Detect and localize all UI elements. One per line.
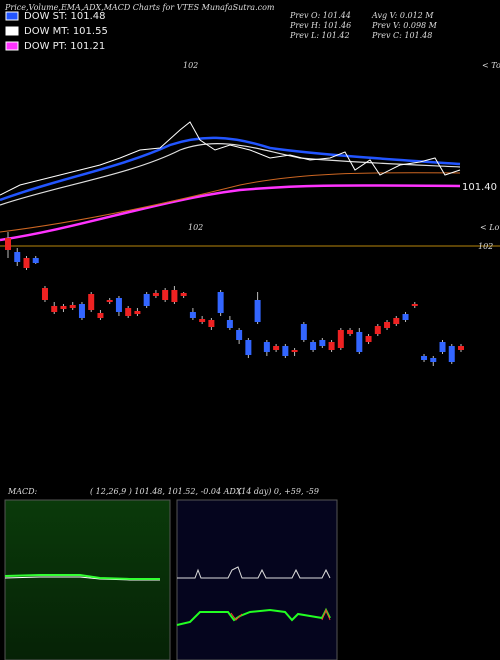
candle-body <box>162 290 169 300</box>
info-text: Prev O: 101.44 <box>289 11 351 20</box>
candle-body <box>430 358 437 362</box>
line-label: 101.40 <box>462 182 497 193</box>
legend-swatch <box>5 26 19 36</box>
legend-entry: DOW ST: 101.48 <box>24 11 106 22</box>
candle-body <box>106 300 113 302</box>
macd-signal <box>4 574 160 580</box>
tops-label: < Tops <box>482 61 500 70</box>
ema-mt <box>0 143 461 206</box>
candle-body <box>134 311 141 314</box>
ema-st <box>0 136 461 202</box>
macd-label: MACD: <box>7 487 38 496</box>
candle-body <box>411 304 418 306</box>
right-label: 102 <box>478 242 493 251</box>
adx-panel <box>176 499 338 660</box>
di-minus <box>230 608 331 621</box>
candle-body <box>458 346 464 350</box>
candle-body <box>171 290 178 302</box>
macd-text: ( 12,26,9 ) 101.48, 101.52, -0.04 ADX <box>90 487 242 496</box>
candle-body <box>180 293 187 296</box>
candle-body <box>245 340 252 355</box>
di-plus <box>176 607 331 626</box>
candle-body <box>347 330 354 334</box>
candle-body <box>448 346 455 362</box>
candle-body <box>14 252 21 262</box>
low-label: 102 <box>188 223 203 232</box>
info-text: Prev H: 101.46 <box>289 21 351 30</box>
chart-title: Price,Volume,EMA,ADX,MACD Charts for VTE… <box>4 3 275 12</box>
candle-body <box>337 330 344 348</box>
candle-body <box>402 314 409 320</box>
adx-line <box>177 566 331 579</box>
candle-body <box>217 292 224 313</box>
ema-long <box>0 172 461 233</box>
ema-pt <box>0 184 461 242</box>
candle-body <box>263 342 270 352</box>
legend-swatch <box>5 41 19 51</box>
candle-body <box>115 298 122 312</box>
candle-body <box>273 346 280 350</box>
candle-body <box>393 318 400 324</box>
candle-body <box>69 305 76 308</box>
adx-text: (14 day) 0, +59, -59 <box>238 487 319 496</box>
candle-body <box>356 332 363 352</box>
candle-body <box>328 342 335 350</box>
price-line <box>0 121 461 196</box>
candle-body <box>254 300 261 322</box>
candle-body <box>125 308 132 316</box>
candle-body <box>282 346 289 356</box>
candle-body <box>374 326 381 334</box>
legend-swatch <box>5 11 19 21</box>
candle-body <box>300 324 307 340</box>
candle-body <box>88 294 95 310</box>
candle-body <box>421 356 428 360</box>
candle-body <box>384 322 391 328</box>
info-text: Avg V: 0.012 M <box>371 11 434 20</box>
candle-body <box>226 320 233 328</box>
top-label: 102 <box>183 61 198 70</box>
legend-entry: DOW PT: 101.21 <box>24 41 105 52</box>
candle-body <box>23 258 30 268</box>
candle-body <box>5 238 11 250</box>
candle-body <box>143 294 150 306</box>
candle-body <box>60 306 67 309</box>
candle-body <box>236 330 243 340</box>
candle-body <box>365 336 372 342</box>
candle-body <box>32 258 39 263</box>
candle-body <box>439 342 446 352</box>
info-text: Prev L: 101.42 <box>289 31 350 40</box>
candle-body <box>51 306 58 312</box>
candle-body <box>41 288 48 300</box>
info-text: Prev C: 101.48 <box>371 31 432 40</box>
lows-label: < Lows <box>480 223 500 232</box>
candle-body <box>310 342 317 350</box>
candle-body <box>319 340 326 346</box>
candle-body <box>199 319 206 322</box>
candle-body <box>208 320 215 327</box>
candle-body <box>189 312 196 318</box>
candle-body <box>291 350 298 352</box>
candle-body <box>78 304 85 318</box>
info-text: Prev V: 0.098 M <box>371 21 438 30</box>
candle-body <box>152 293 159 296</box>
candle-body <box>97 313 104 318</box>
legend-entry: DOW MT: 101.55 <box>24 26 108 37</box>
